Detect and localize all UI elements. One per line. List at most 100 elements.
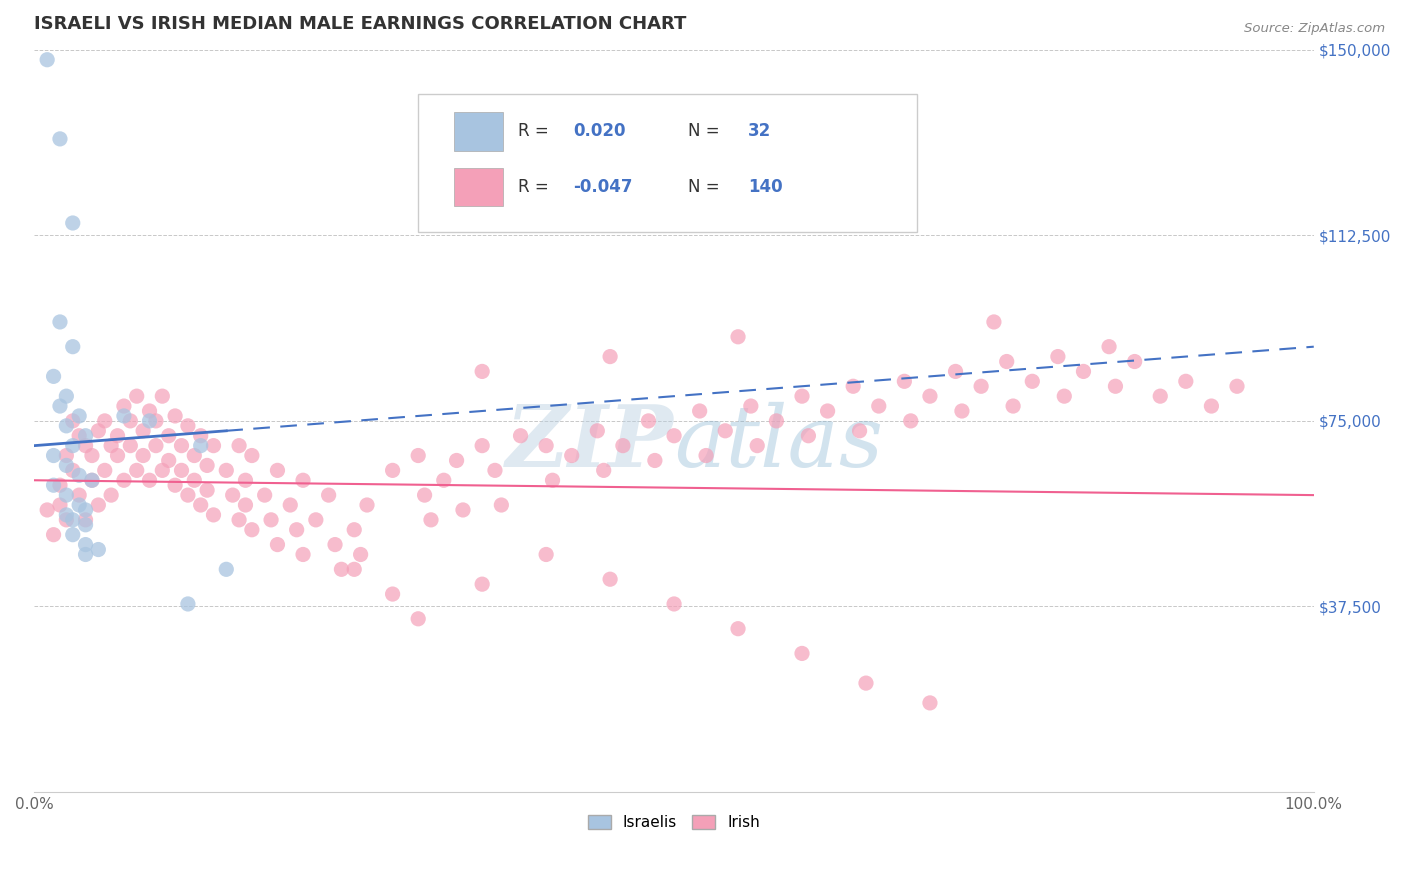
Point [62,216,84,230]
Point [67,488,90,502]
Point [1053,389,1076,403]
Point [62,513,84,527]
Point [662,428,685,442]
Text: -0.047: -0.047 [574,178,633,196]
Point [80,449,103,463]
Point [534,439,557,453]
Point [599,572,621,586]
Point [848,424,870,438]
Point [868,399,890,413]
Point [612,439,634,453]
Point [62,340,84,354]
Point [285,523,308,537]
Point [970,379,993,393]
Point [592,463,614,477]
Point [42,478,65,492]
Point [157,453,180,467]
Text: N =: N = [688,178,725,196]
Point [42,369,65,384]
Point [561,449,583,463]
Point [62,463,84,477]
Point [689,404,711,418]
Point [714,424,737,438]
Point [62,414,84,428]
Point [190,439,212,453]
Point [343,523,366,537]
Point [330,562,353,576]
Point [93,414,115,428]
Text: R =: R = [517,122,554,140]
Point [1002,399,1025,413]
Text: 0.020: 0.020 [574,122,626,140]
Text: R =: R = [517,178,554,196]
Point [107,428,129,442]
Point [150,389,173,403]
Point [662,597,685,611]
Legend: Israelis, Irish: Israelis, Irish [582,808,766,837]
Point [349,548,371,562]
Point [240,523,263,537]
Point [727,622,749,636]
Point [747,439,769,453]
Point [87,542,110,557]
Point [49,399,72,413]
Point [253,488,276,502]
Point [292,473,315,487]
Point [165,478,187,492]
Point [893,374,915,388]
Point [918,389,941,403]
Point [541,473,564,487]
Point [983,315,1005,329]
Point [381,463,404,477]
Point [67,468,90,483]
Point [170,463,193,477]
Point [235,498,257,512]
Point [235,473,257,487]
Bar [454,112,502,151]
Point [120,414,142,428]
Point [637,414,659,428]
Point [228,439,250,453]
Point [49,498,72,512]
Point [491,498,513,512]
Point [1226,379,1249,393]
Point [790,647,813,661]
Text: ZIP: ZIP [506,401,673,485]
Point [195,458,218,473]
Point [67,428,90,442]
Point [855,206,877,220]
Point [433,473,456,487]
Point [534,548,557,562]
Point [138,404,160,418]
Point [509,428,531,442]
Point [420,513,443,527]
Point [292,548,315,562]
Point [125,389,148,403]
Point [451,503,474,517]
Point [67,498,90,512]
Point [112,473,135,487]
Point [165,409,187,423]
Point [797,428,820,442]
Point [75,548,97,562]
Point [599,350,621,364]
Point [484,463,506,477]
Point [695,449,717,463]
Point [67,409,90,423]
Point [945,364,967,378]
Point [183,473,205,487]
Point [107,449,129,463]
Point [55,488,77,502]
Point [817,404,839,418]
Point [644,453,666,467]
Point [177,597,200,611]
Text: 140: 140 [748,178,783,196]
Point [995,354,1018,368]
Point [49,132,72,146]
Point [93,463,115,477]
Point [75,517,97,532]
Point [471,577,494,591]
Point [145,414,167,428]
Point [202,439,225,453]
Point [37,503,59,517]
